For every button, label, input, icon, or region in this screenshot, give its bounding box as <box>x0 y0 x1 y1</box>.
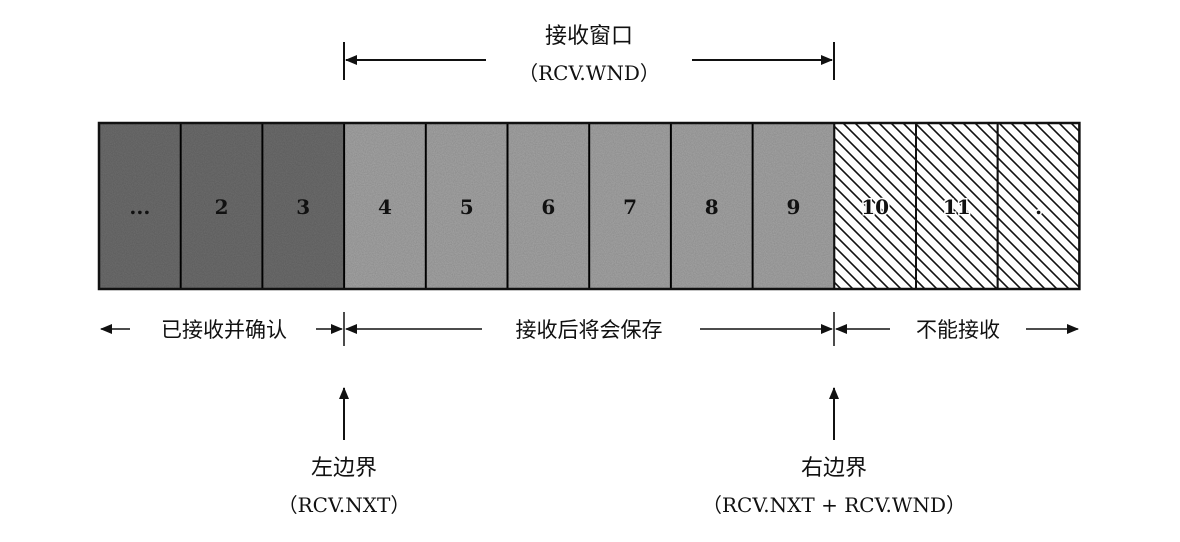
sequence-cell-label: 4 <box>378 195 392 219</box>
sequence-cell: 11 <box>915 122 999 290</box>
sequence-cell: 6 <box>506 122 591 290</box>
sequence-cell: 4 <box>343 122 427 290</box>
right-edge-subtitle: （RCV.NXT + RCV.WND） <box>702 493 966 517</box>
region-window-label: 接收后将会保存 <box>516 318 663 342</box>
sequence-cell: 3 <box>261 122 346 290</box>
region-blocked-label: 不能接收 <box>916 318 1000 342</box>
sequence-cell-label: 7 <box>623 195 637 219</box>
sequence-cell: 8 <box>669 122 754 290</box>
sequence-cell-label: 2 <box>215 195 229 219</box>
region-labels: 已接收并确认 接收后将会保存 不能接收 <box>100 312 1079 346</box>
sequence-cell-label: 8 <box>705 195 719 219</box>
sequence-cell-label: 9 <box>786 195 800 219</box>
left-edge: 左边界 （RCV.NXT） <box>278 387 411 517</box>
sequence-cell: 9 <box>751 122 836 290</box>
sequence-cell-label: ... <box>129 195 150 219</box>
sequence-cell-box <box>751 122 836 290</box>
right-edge-title: 右边界 <box>801 456 867 481</box>
region-acked-label: 已接收并确认 <box>161 318 287 342</box>
sequence-cell: 5 <box>424 122 509 290</box>
window-title: 接收窗口 <box>545 24 633 49</box>
sequence-cell-label: 6 <box>541 195 555 219</box>
right-edge: 右边界 （RCV.NXT + RCV.WND） <box>702 387 966 517</box>
sequence-cell-label: . <box>1035 195 1042 219</box>
sequence-cell-box <box>98 122 182 290</box>
sequence-cell: ... <box>98 122 182 290</box>
sequence-cell-box <box>996 122 1081 290</box>
sequence-cell: 2 <box>179 122 264 290</box>
sequence-cell-box <box>343 122 427 290</box>
sequence-strip: ... 2 3 4 5 6 7 8 9 10 11. <box>97 121 1081 291</box>
sequence-cell-box <box>915 122 999 290</box>
sequence-cell-label: 11 <box>943 195 971 219</box>
window-subtitle: （RCV.WND） <box>518 61 660 85</box>
sequence-cell-label: 5 <box>460 195 474 219</box>
sequence-cell-box <box>424 122 509 290</box>
sequence-cell: . <box>996 122 1081 290</box>
sequence-cell-box <box>506 122 591 290</box>
sequence-cell-label: 3 <box>296 195 310 219</box>
left-edge-title: 左边界 <box>311 456 377 481</box>
sequence-strip-frame <box>97 121 1081 291</box>
left-edge-subtitle: （RCV.NXT） <box>278 493 411 517</box>
sequence-cell: 7 <box>588 122 672 290</box>
sequence-cell-label: 10 <box>861 195 889 219</box>
window-bracket: 接收窗口 （RCV.WND） <box>343 24 835 85</box>
sequence-cell: 10 <box>833 122 917 290</box>
